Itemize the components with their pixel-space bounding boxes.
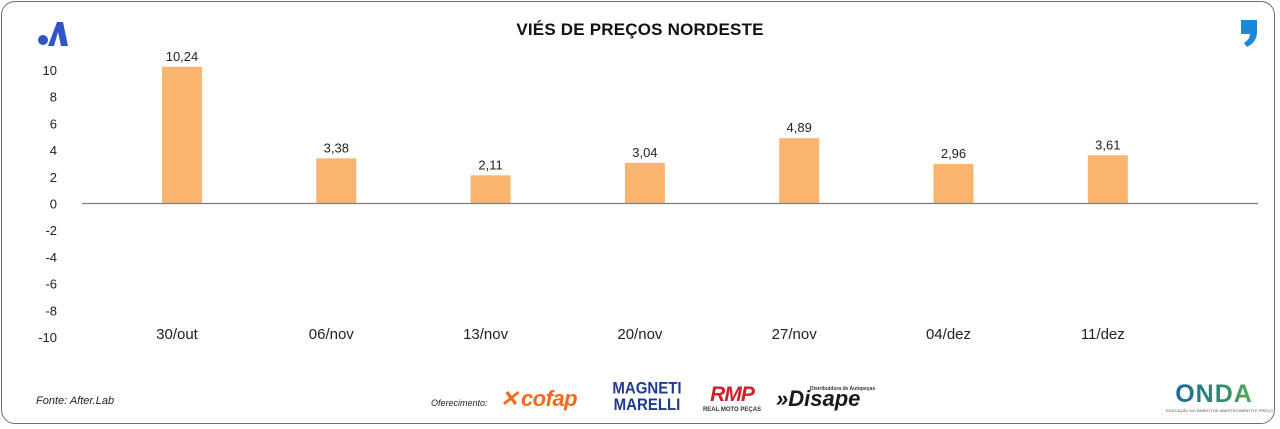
cofap-logo: ✕ cofap: [500, 386, 578, 412]
data-label: 2,96: [941, 146, 966, 161]
y-tick-label: 0: [50, 197, 57, 212]
data-label: 2,11: [478, 157, 502, 172]
magneti-marelli-logo: MAGNETI MARELLI: [612, 381, 682, 414]
y-tick-label: -4: [45, 250, 57, 265]
x-tick-label: 04/dez: [926, 326, 971, 343]
y-tick-label: -8: [45, 303, 57, 318]
bar-04-dez: [933, 163, 974, 204]
bar-20-nov: [624, 162, 665, 204]
source-note: Fonte: After.Lab: [36, 395, 115, 407]
cofap-wordmark: cofap: [520, 386, 578, 411]
rmp-wordmark: RMP: [710, 383, 755, 406]
x-tick-label: 06/nov: [309, 326, 355, 343]
data-label: 10,24: [166, 49, 199, 64]
rmp-logo: RMP REAL MOTO PEÇAS: [699, 384, 765, 414]
onda-wordmark: ONDA: [1166, 380, 1262, 409]
data-label: 3,38: [324, 140, 349, 155]
x-axis: 30/out 06/nov 13/nov 20/nov 27/nov 04/dez 11/d…: [156, 326, 1125, 343]
bar-series: [162, 66, 1128, 204]
x-tick-label: 13/nov: [463, 326, 509, 343]
y-tick-label: 10: [43, 63, 57, 78]
data-labels: 10,24 3,38 2,11 3,04 4,89 2,96 3,61: [166, 49, 1121, 173]
magneti-line1: MAGNETI: [612, 379, 682, 399]
data-label: 3,61: [1095, 137, 1120, 152]
x-tick-label: 11/dez: [1081, 326, 1125, 343]
rmp-subtitle: REAL MOTO PEÇAS: [702, 407, 762, 413]
after-lab-logo-icon: [38, 22, 68, 46]
bar-27-nov: [779, 138, 820, 204]
x-tick-label: 30/out: [156, 326, 199, 343]
y-tick-label: -6: [45, 277, 57, 292]
bar-06-nov: [316, 158, 357, 204]
data-label: 3,04: [632, 145, 657, 160]
cofap-x-icon: ✕: [500, 386, 518, 411]
bar-11-dez: [1087, 155, 1128, 204]
x-tick-label: 20/nov: [617, 326, 663, 343]
data-label: 4,89: [787, 120, 812, 135]
y-tick-label: 4: [50, 143, 57, 158]
y-tick-label: 2: [50, 170, 57, 185]
bar-30-out: [162, 66, 202, 204]
y-axis: 10 8 6 4 2 0 -2 -4 -6 -8 -10: [38, 63, 57, 345]
y-tick-label: 6: [50, 116, 57, 131]
y-tick-label: -2: [45, 223, 57, 238]
y-tick-label: -10: [38, 330, 57, 345]
magneti-line2: MARELLI: [613, 395, 681, 415]
x-tick-label: 27/nov: [772, 326, 818, 343]
chart-title: VIÉS DE PREÇOS NORDESTE: [516, 20, 764, 39]
disape-tagline: Distribuidora de Autopeças: [810, 386, 876, 392]
disape-wordmark: »Disape: [776, 386, 861, 411]
onda-logo: ONDA EDUCAÇÃO NO ÂMBITO DE ABASTECIMENTO…: [1166, 380, 1273, 413]
onda-tagline: EDUCAÇÃO NO ÂMBITO DE ABASTECIMENTO E PR…: [1166, 408, 1273, 413]
y-tick-label: 8: [50, 90, 57, 105]
disape-logo: Distribuidora de Autopeças »Disape: [776, 384, 875, 412]
sponsor-label: Oferecimento:: [431, 398, 488, 408]
bar-13-nov: [470, 175, 511, 204]
quote-icon: [1241, 20, 1257, 47]
